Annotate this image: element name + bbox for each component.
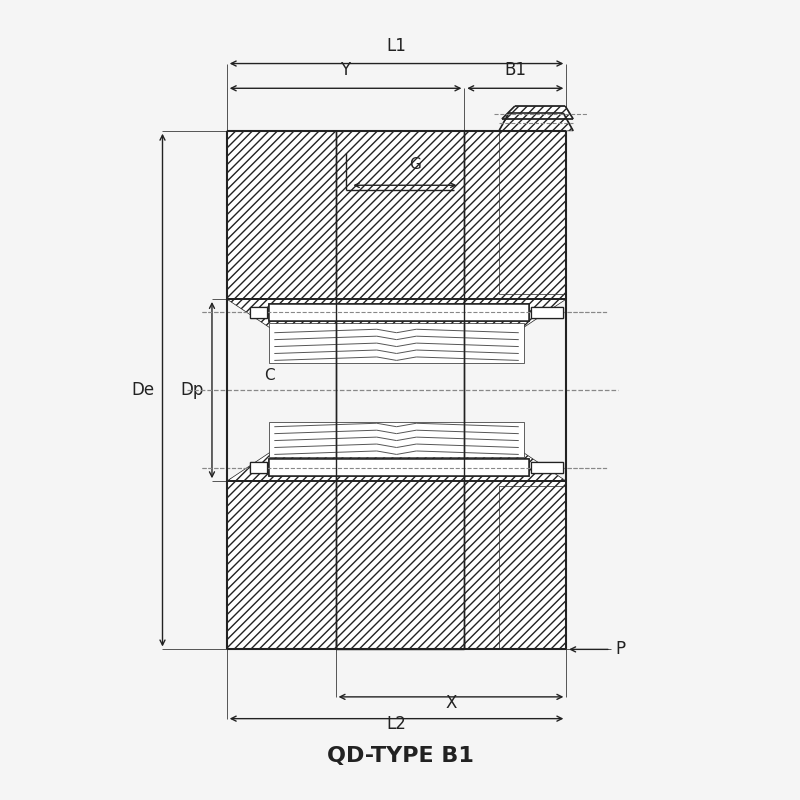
Text: L2: L2 [386, 715, 406, 734]
Polygon shape [270, 422, 524, 458]
Polygon shape [499, 113, 573, 131]
Bar [530, 307, 563, 318]
Polygon shape [502, 106, 573, 119]
Text: X: X [446, 694, 457, 712]
Bar [530, 462, 563, 474]
Bar [250, 462, 267, 474]
Bar [270, 459, 529, 476]
Bar [250, 307, 267, 318]
Polygon shape [502, 131, 566, 289]
Text: G: G [409, 158, 421, 172]
Bar [270, 459, 529, 476]
Polygon shape [227, 451, 566, 650]
Polygon shape [227, 131, 566, 329]
Polygon shape [499, 486, 566, 650]
Polygon shape [502, 491, 566, 650]
Text: L1: L1 [386, 37, 406, 54]
Text: Dp: Dp [181, 381, 204, 399]
Polygon shape [270, 323, 524, 363]
Text: C: C [264, 368, 274, 383]
Text: Y: Y [341, 62, 350, 79]
Bar [250, 307, 267, 318]
Text: De: De [131, 381, 154, 399]
Polygon shape [499, 131, 566, 294]
Bar [250, 462, 267, 474]
Text: B1: B1 [504, 62, 526, 79]
Text: QD-TYPE B1: QD-TYPE B1 [326, 746, 474, 766]
Bar [270, 304, 529, 321]
Text: P: P [616, 640, 626, 658]
Bar [530, 307, 563, 318]
Bar [530, 462, 563, 474]
Bar [270, 304, 529, 321]
